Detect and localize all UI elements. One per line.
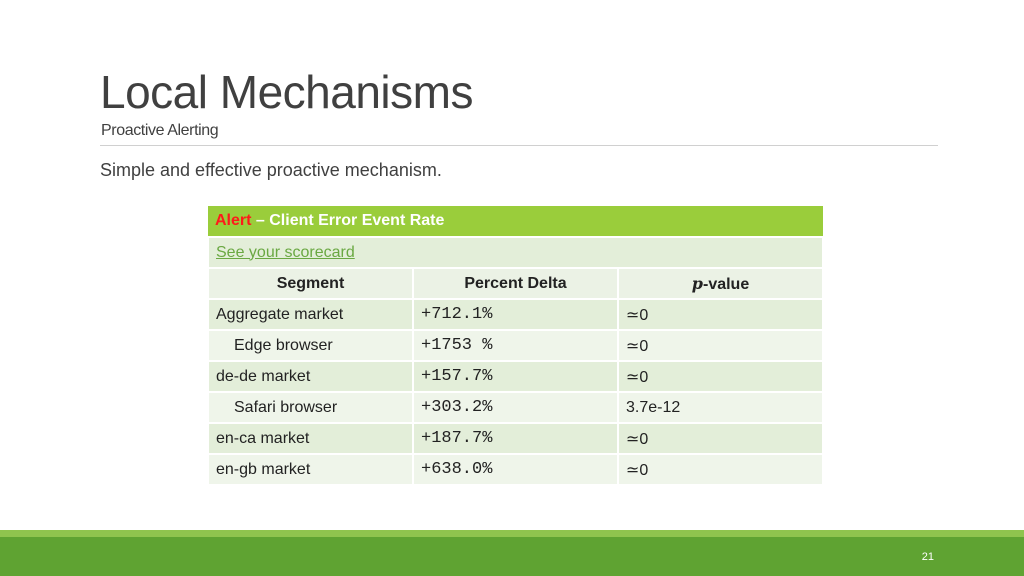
- table-row: en-ca market +187.7% ≃0: [207, 422, 825, 455]
- footer-accent-line: [0, 530, 1024, 537]
- table-row: Safari browser +303.2% 3.7e-12: [207, 391, 825, 424]
- alert-label: Alert: [215, 212, 252, 229]
- table-row: Aggregate market +712.1% ≃0: [207, 298, 825, 331]
- pvalue-cell: 3.7e-12: [616, 391, 825, 424]
- column-header-delta: Percent Delta: [412, 267, 619, 300]
- pvalue-cell: ≃0: [616, 422, 825, 455]
- p-symbol: p: [691, 273, 703, 293]
- column-header-row: Segment Percent Delta p-value: [207, 267, 825, 300]
- alert-header-row: Alert – Client Error Event Rate: [208, 206, 824, 238]
- alert-title: – Client Error Event Rate: [251, 212, 445, 229]
- scorecard-row: See your scorecard: [206, 236, 825, 269]
- column-header-pvalue: p-value: [616, 267, 825, 300]
- table-row: de-de market +157.7% ≃0: [207, 360, 825, 393]
- segment-cell: Aggregate market: [207, 298, 414, 331]
- segment-cell: en-gb market: [207, 453, 414, 486]
- body-text: Simple and effective proactive mechanism…: [100, 160, 442, 180]
- pvalue-cell: ≃0: [616, 329, 825, 362]
- pvalue-cell: ≃0: [616, 298, 825, 331]
- segment-cell: de-de market: [207, 360, 414, 393]
- pvalue-suffix: -value: [702, 275, 750, 293]
- delta-cell: +638.0%: [412, 453, 619, 486]
- pvalue-cell: ≃0: [616, 453, 825, 486]
- segment-cell: Safari browser: [207, 391, 414, 424]
- delta-cell: +303.2%: [412, 391, 619, 424]
- alert-header-cell: Alert – Client Error Event Rate: [208, 206, 824, 238]
- table-row: en-gb market +638.0% ≃0: [207, 453, 825, 486]
- page-number: 21: [921, 551, 934, 563]
- delta-cell: +1753 %: [412, 329, 619, 362]
- column-header-segment: Segment: [207, 267, 414, 300]
- table-row: Edge browser +1753 % ≃0: [207, 329, 825, 362]
- footer-band: [0, 530, 1024, 576]
- title-divider: [100, 145, 938, 146]
- scorecard-link[interactable]: See your scorecard: [216, 243, 355, 261]
- pvalue-cell: ≃0: [616, 360, 825, 393]
- segment-cell: Edge browser: [207, 329, 414, 362]
- scorecard-cell: See your scorecard: [206, 236, 825, 269]
- slide-subtitle: Proactive Alerting: [101, 122, 219, 139]
- alert-table: Alert – Client Error Event Rate See your…: [206, 206, 825, 486]
- segment-cell: en-ca market: [207, 422, 414, 455]
- delta-cell: +712.1%: [412, 298, 619, 331]
- delta-cell: +157.7%: [412, 360, 619, 393]
- delta-cell: +187.7%: [412, 422, 619, 455]
- slide-title: Local Mechanisms: [100, 66, 473, 118]
